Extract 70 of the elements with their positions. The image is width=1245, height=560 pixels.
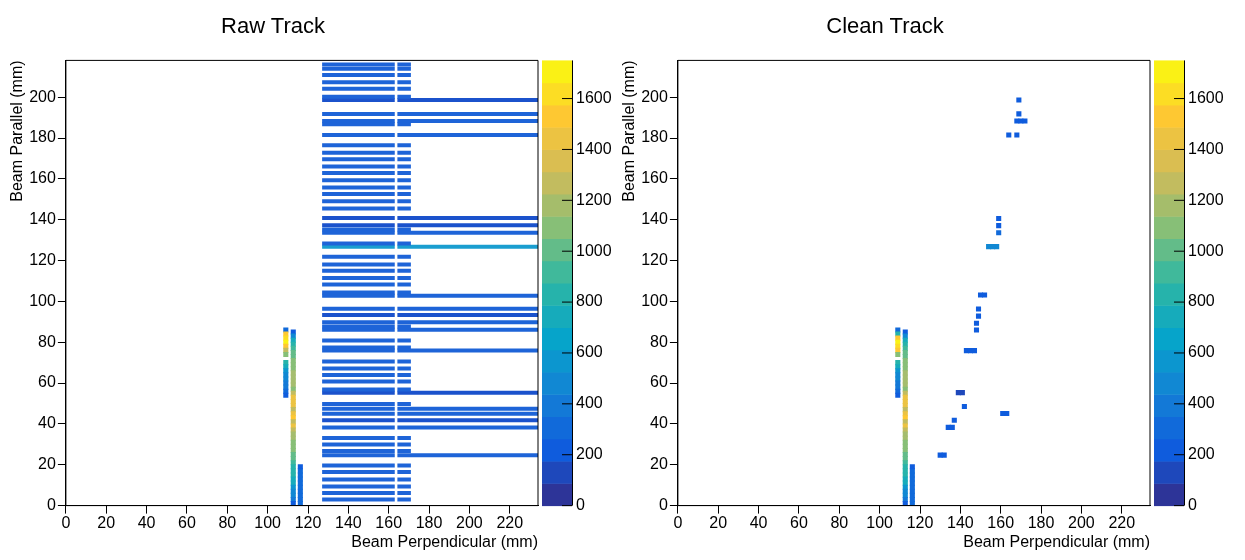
y-tick-label: 0: [658, 496, 668, 514]
x-tick-label: 80: [218, 513, 237, 531]
color-bar-label: 1000: [576, 241, 612, 259]
color-bar-label: 1000: [1188, 241, 1224, 259]
x-tick-label: 140: [335, 513, 362, 531]
color-bar-label: 1200: [576, 190, 612, 208]
y-tick-label: 20: [38, 455, 56, 473]
x-tick-label: 60: [178, 513, 196, 531]
x-tick-label: 0: [673, 513, 683, 531]
chart-title: Raw Track: [221, 13, 326, 39]
x-tick-label: 80: [830, 513, 849, 531]
color-bar-label: 600: [576, 343, 603, 361]
color-bar-label: 800: [576, 292, 603, 310]
y-tick-label: 180: [29, 128, 56, 146]
x-tick-label: 60: [790, 513, 808, 531]
y-tick-label: 200: [641, 87, 668, 105]
y-axis-title: Beam Parallel (mm): [8, 60, 26, 202]
x-tick-label: 160: [987, 513, 1015, 531]
y-axis-title: Beam Parallel (mm): [620, 60, 638, 202]
x-tick-label: 20: [709, 513, 728, 531]
y-tick-label: 200: [29, 87, 56, 105]
x-tick-label: 20: [97, 513, 116, 531]
y-tick-label: 160: [641, 169, 668, 187]
color-bar-label: 400: [1188, 394, 1215, 412]
y-tick-label: 120: [29, 250, 56, 268]
x-tick-label: 40: [137, 513, 156, 531]
chart-title: Clean Track: [826, 13, 945, 39]
y-tick-label: 80: [650, 332, 668, 350]
x-tick-label: 0: [61, 513, 71, 531]
x-axis-title: Beam Perpendicular (mm): [963, 532, 1150, 550]
y-tick-label: 120: [641, 250, 668, 268]
x-tick-label: 180: [415, 513, 443, 531]
y-tick-label: 40: [38, 414, 56, 432]
color-bar-label: 0: [576, 496, 585, 514]
x-tick-label: 120: [294, 513, 322, 531]
color-bar-label: 800: [1188, 292, 1215, 310]
y-tick-label: 60: [650, 373, 668, 391]
y-tick-label: 160: [29, 169, 56, 187]
color-bar-label: 1600: [576, 88, 612, 106]
color-bar-label: 1400: [576, 139, 612, 157]
y-tick-label: 180: [641, 128, 668, 146]
x-tick-label: 180: [1027, 513, 1055, 531]
y-tick-label: 100: [29, 291, 56, 309]
x-tick-label: 200: [456, 513, 483, 531]
color-bar-label: 400: [576, 394, 603, 412]
color-bar-label: 0: [1188, 496, 1197, 514]
x-tick-label: 100: [254, 513, 282, 531]
x-tick-label: 200: [1068, 513, 1095, 531]
y-tick-label: 100: [641, 291, 668, 309]
color-bar-label: 600: [1188, 343, 1215, 361]
x-axis-title: Beam Perpendicular (mm): [351, 532, 538, 550]
color-bar-label: 1400: [1188, 139, 1224, 157]
color-bar-label: 1600: [1188, 88, 1224, 106]
y-tick-label: 0: [46, 496, 56, 514]
y-tick-label: 140: [29, 210, 56, 228]
y-tick-label: 60: [38, 373, 56, 391]
y-tick-label: 140: [641, 210, 668, 228]
x-tick-label: 220: [496, 513, 524, 531]
x-tick-label: 220: [1108, 513, 1136, 531]
y-tick-label: 40: [650, 414, 668, 432]
x-tick-label: 100: [866, 513, 894, 531]
color-bar-label: 200: [576, 445, 603, 463]
color-bar-label: 1200: [1188, 190, 1224, 208]
x-tick-label: 120: [906, 513, 934, 531]
y-tick-label: 20: [650, 455, 668, 473]
color-bar-label: 200: [1188, 445, 1215, 463]
x-tick-label: 40: [749, 513, 768, 531]
x-tick-label: 160: [375, 513, 403, 531]
y-tick-label: 80: [38, 332, 56, 350]
x-tick-label: 140: [947, 513, 974, 531]
